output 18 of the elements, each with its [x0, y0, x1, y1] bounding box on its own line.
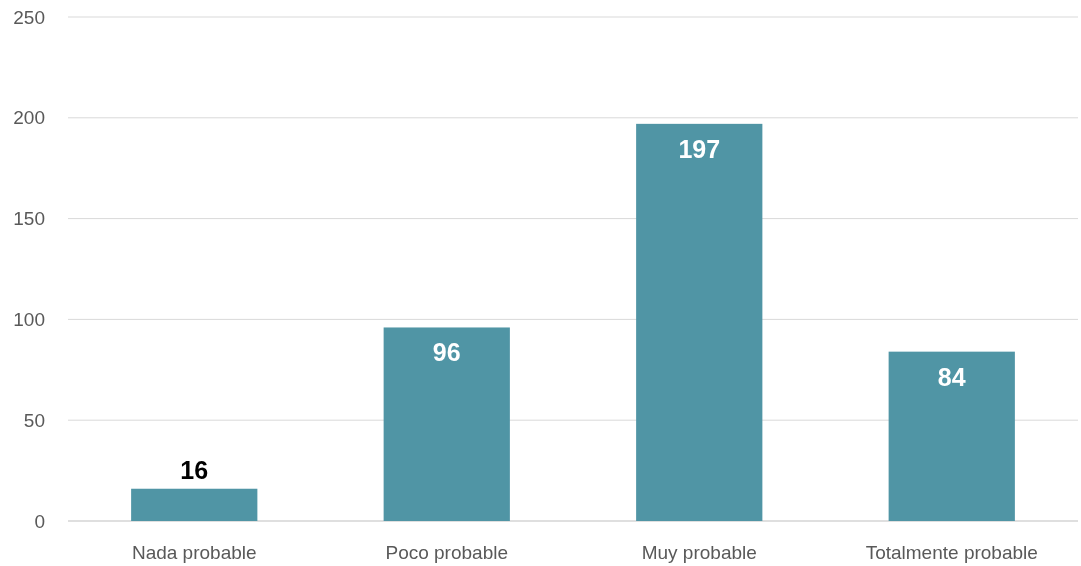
y-tick-label: 100 — [13, 309, 45, 331]
data-label: 96 — [432, 338, 461, 367]
bar — [888, 351, 1015, 521]
bar — [131, 488, 258, 521]
data-label: 16 — [180, 455, 209, 484]
x-tick-label: Totalmente probable — [865, 542, 1038, 563]
data-label: 197 — [678, 134, 721, 163]
y-tick-label: 50 — [23, 409, 45, 431]
y-tick-label: 0 — [34, 510, 45, 532]
bar — [636, 123, 763, 521]
bar — [383, 327, 510, 521]
x-tick-label: Poco probable — [385, 542, 509, 563]
y-tick-label: 250 — [13, 6, 45, 28]
x-tick-label: Nada probable — [131, 542, 257, 563]
y-tick-label: 200 — [13, 107, 45, 129]
y-tick-label: 150 — [13, 208, 45, 230]
x-tick-label: Muy probable — [641, 542, 757, 563]
data-label: 84 — [937, 362, 966, 391]
